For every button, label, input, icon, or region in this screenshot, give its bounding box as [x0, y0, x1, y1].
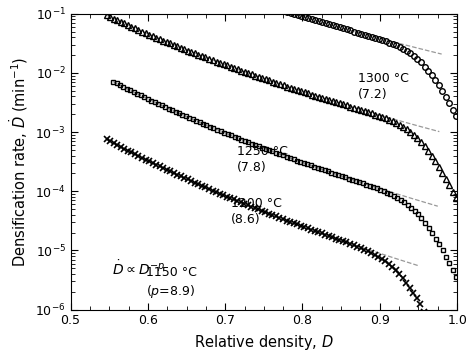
Text: 1250 °C
(7.8): 1250 °C (7.8): [237, 145, 288, 174]
Text: $\dot{D} \propto D^{-p}$: $\dot{D} \propto D^{-p}$: [111, 259, 165, 278]
X-axis label: Relative density, $D$: Relative density, $D$: [194, 333, 334, 352]
Y-axis label: Densification rate, $\dot{D}$ (min$^{-1}$): Densification rate, $\dot{D}$ (min$^{-1}…: [7, 56, 30, 267]
Text: 1300 °C
(7.2): 1300 °C (7.2): [358, 71, 409, 101]
Text: 1150 °C
($p$=8.9): 1150 °C ($p$=8.9): [146, 266, 197, 300]
Text: 1200 °C
(8.6): 1200 °C (8.6): [231, 197, 282, 226]
